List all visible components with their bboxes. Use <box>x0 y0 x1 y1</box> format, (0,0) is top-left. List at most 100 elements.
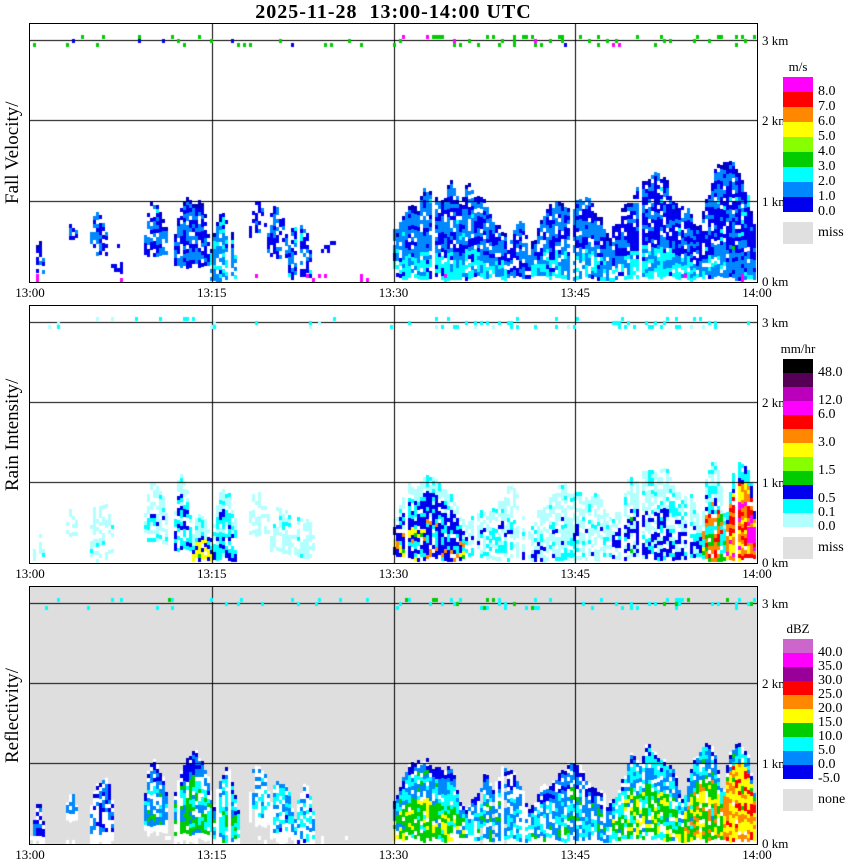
legend-tick-label: 6.0 <box>818 407 836 422</box>
legend-tick-label: 12.0 <box>818 393 843 408</box>
legend-block <box>783 359 813 373</box>
x-tick-label: 13:00 <box>15 847 45 862</box>
legend-block <box>783 513 813 527</box>
legend-block <box>783 709 813 723</box>
panel-reflectivity <box>29 586 758 845</box>
legend-block <box>783 695 813 709</box>
legend-tick-label: 30.0 <box>818 673 843 688</box>
legend-block <box>783 737 813 751</box>
legend-tick-label: 5.0 <box>818 743 836 758</box>
panel-rain-intensity <box>29 305 758 564</box>
legend-block <box>783 471 813 485</box>
legend-block <box>783 137 813 152</box>
legend-block <box>783 429 813 443</box>
km-label: 0 km <box>762 555 789 570</box>
y-axis-label-fall-velocity: Fall Velocity/ <box>2 101 23 205</box>
legend-tick-label: 0.5 <box>818 491 836 506</box>
km-label: 0 km <box>762 836 789 851</box>
legend-block <box>783 499 813 513</box>
legend-title: dBZ <box>786 621 810 636</box>
legend-block <box>783 443 813 457</box>
legend-block <box>783 122 813 137</box>
legend-block <box>783 167 813 182</box>
legend-miss-label: none <box>818 792 846 807</box>
km-label: 1 km <box>762 756 789 771</box>
legend-block <box>783 653 813 667</box>
legend-tick-label: 48.0 <box>818 365 843 380</box>
legend-tick-label: 2.0 <box>818 174 836 189</box>
x-tick-label: 14:00 <box>742 285 772 300</box>
legend-miss-label: miss <box>818 225 844 240</box>
legend-tick-label: 10.0 <box>818 729 843 744</box>
legend-block <box>783 639 813 653</box>
legend-block <box>783 765 813 779</box>
km-label: 3 km <box>762 33 789 48</box>
legend-block <box>783 415 813 429</box>
legend-block <box>783 457 813 471</box>
legend-title: m/s <box>788 59 808 74</box>
legend-block <box>783 723 813 737</box>
legend-block <box>783 751 813 765</box>
legend-block <box>783 387 813 401</box>
legend-block <box>783 485 813 499</box>
x-tick-label: 13:15 <box>196 566 227 581</box>
x-tick-label: 13:30 <box>378 847 409 862</box>
legend-tick-label: 1.0 <box>818 189 836 204</box>
legend-tick-label: 25.0 <box>818 687 843 702</box>
legend-tick-label: 0.1 <box>818 505 836 520</box>
legend-miss-swatch <box>783 537 813 559</box>
km-label: 2 km <box>762 395 789 410</box>
legend-miss-label: miss <box>818 540 844 555</box>
legend-tick-label: 1.5 <box>818 463 836 478</box>
legend-block <box>783 107 813 122</box>
x-tick-label: 13:30 <box>378 566 409 581</box>
legend-tick-label: 0.0 <box>818 757 836 772</box>
reflectivity-canvas <box>29 586 758 845</box>
legend-miss-swatch <box>783 789 813 811</box>
legend-block <box>783 373 813 387</box>
legend-tick-label: 5.0 <box>818 129 836 144</box>
legend-tick-label: -5.0 <box>818 771 841 786</box>
legend-block <box>783 182 813 197</box>
figure-title: 2025-11-28 13:00-14:00 UTC <box>255 1 532 23</box>
x-tick-label: 13:45 <box>560 847 591 862</box>
legend-tick-label: 0.0 <box>818 519 836 534</box>
legend-block <box>783 197 813 212</box>
legend-tick-label: 15.0 <box>818 715 843 730</box>
legend-tick-label: 0.0 <box>818 204 836 219</box>
y-axis-label-rain-intensity: Rain Intensity/ <box>2 378 23 491</box>
legend-tick-label: 35.0 <box>818 659 843 674</box>
fall-velocity-canvas <box>29 23 758 283</box>
legend-tick-label: 20.0 <box>818 701 843 716</box>
legend-tick-label: 7.0 <box>818 99 836 114</box>
rain-intensity-canvas <box>29 305 758 564</box>
x-tick-label: 14:00 <box>742 847 772 862</box>
km-label: 0 km <box>762 274 789 289</box>
x-tick-label: 13:00 <box>15 285 45 300</box>
x-tick-label: 14:00 <box>742 566 772 581</box>
legend-tick-label: 3.0 <box>818 159 836 174</box>
x-tick-label: 13:45 <box>560 566 591 581</box>
legend-tick-label: 8.0 <box>818 84 836 99</box>
legend-block <box>783 92 813 107</box>
legend-block <box>783 667 813 681</box>
legend-tick-label: 3.0 <box>818 435 836 450</box>
legend-block <box>783 681 813 695</box>
panel-fall-velocity <box>29 23 758 283</box>
legend-tick-label: 6.0 <box>818 114 836 129</box>
legend-title: mm/hr <box>780 341 816 356</box>
km-label: 3 km <box>762 596 789 611</box>
km-label: 3 km <box>762 315 789 330</box>
x-tick-label: 13:00 <box>15 566 45 581</box>
legend-block <box>783 77 813 92</box>
km-label: 2 km <box>762 676 789 691</box>
km-label: 2 km <box>762 113 789 129</box>
km-label: 1 km <box>762 193 789 209</box>
x-tick-label: 13:15 <box>196 847 227 862</box>
y-axis-label-reflectivity: Reflectivity/ <box>2 668 23 763</box>
legend-tick-label: 40.0 <box>818 645 843 660</box>
km-label: 1 km <box>762 475 789 490</box>
legend-block <box>783 152 813 167</box>
legend-miss-swatch <box>783 222 813 244</box>
legend-tick-label: 4.0 <box>818 144 836 159</box>
